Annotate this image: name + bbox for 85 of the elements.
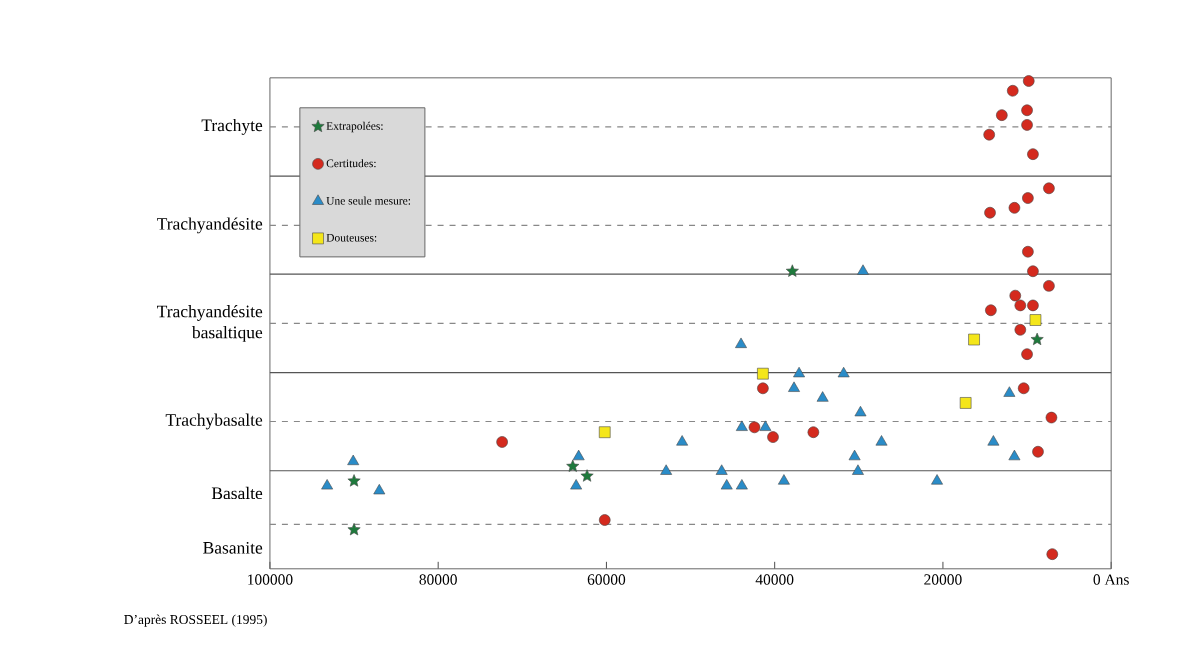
point	[1021, 119, 1033, 131]
x-tick-label: 80000	[419, 574, 457, 585]
point	[852, 464, 864, 475]
point	[572, 450, 585, 461]
legend-label: Certitudes:	[326, 159, 376, 168]
point	[598, 514, 611, 527]
point	[985, 304, 997, 317]
point	[1043, 280, 1055, 292]
x-tick-label: 60000	[587, 574, 626, 585]
point	[757, 368, 769, 380]
point	[848, 450, 861, 461]
legend-label: Une seule mesure:	[326, 196, 411, 205]
point	[1043, 182, 1055, 195]
x-tick-label: 40000	[755, 574, 794, 585]
x-tick-label: 100000	[248, 574, 293, 585]
point	[598, 426, 611, 439]
point	[1022, 75, 1035, 87]
point	[570, 479, 583, 490]
point	[959, 397, 972, 409]
point	[1003, 386, 1016, 397]
point	[1030, 332, 1044, 346]
text: Basalte	[211, 487, 263, 500]
point	[748, 421, 761, 434]
point	[1006, 85, 1019, 97]
point	[580, 469, 594, 482]
point	[1022, 192, 1034, 205]
point	[788, 381, 800, 393]
point	[1045, 412, 1058, 424]
point	[347, 454, 360, 466]
point	[735, 420, 748, 432]
x-tick-label: 20000	[924, 574, 962, 585]
point	[837, 367, 850, 378]
point	[968, 333, 980, 346]
point	[984, 207, 996, 219]
point	[321, 479, 334, 490]
text: D’après ROSSEEL (1995)	[124, 614, 267, 628]
point	[931, 474, 943, 485]
point	[996, 109, 1008, 122]
point	[373, 484, 386, 495]
ref-line-label: Trachyandésite basaltique	[157, 305, 263, 343]
ref-line-label: Trachyandésite	[157, 217, 263, 234]
point	[1014, 324, 1027, 336]
point	[857, 264, 869, 275]
point	[807, 426, 820, 439]
point	[1046, 548, 1059, 561]
point	[983, 129, 995, 141]
point	[778, 474, 790, 485]
point	[1014, 299, 1027, 312]
point	[1017, 382, 1030, 395]
legend-label: Douteuses:	[326, 234, 377, 242]
point	[785, 264, 799, 277]
point	[347, 474, 361, 487]
point	[1021, 348, 1033, 361]
point	[660, 464, 673, 475]
point	[496, 436, 508, 448]
point	[1021, 104, 1033, 117]
point	[767, 431, 779, 444]
point	[816, 391, 829, 402]
point	[1027, 148, 1039, 161]
point	[566, 459, 580, 473]
point	[757, 382, 769, 395]
point	[793, 367, 805, 378]
point	[676, 435, 689, 446]
point	[1027, 265, 1039, 278]
point	[1032, 446, 1044, 458]
point	[987, 435, 1000, 446]
x-tick-label: 0 Ans	[1093, 574, 1129, 585]
point	[1008, 202, 1021, 214]
point	[1029, 314, 1042, 327]
point	[1027, 299, 1039, 312]
text: Basanite	[203, 542, 263, 554]
legend-label: Extrapolées:	[326, 121, 383, 133]
point	[1009, 290, 1022, 302]
point	[759, 420, 772, 432]
point	[347, 523, 361, 536]
point	[735, 479, 748, 490]
point	[1022, 246, 1034, 258]
point	[1008, 450, 1021, 461]
point	[735, 337, 747, 349]
point	[720, 479, 733, 490]
point	[715, 464, 728, 475]
ref-line-label: Trachyte	[201, 119, 263, 135]
ref-line-label: Trachybasalte	[165, 413, 263, 430]
point	[854, 406, 867, 417]
point	[875, 435, 888, 446]
